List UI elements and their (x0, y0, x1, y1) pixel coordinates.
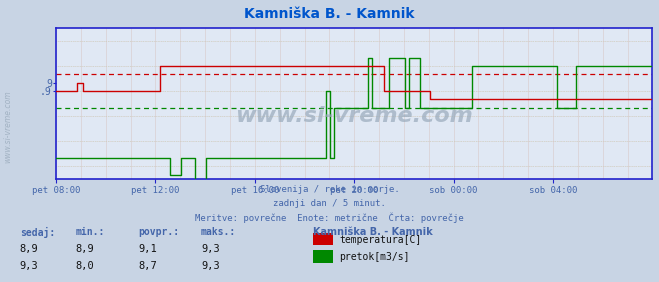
Text: maks.:: maks.: (201, 227, 236, 237)
Text: 9,3: 9,3 (201, 261, 219, 271)
Text: 8,0: 8,0 (76, 261, 94, 271)
Text: povpr.:: povpr.: (138, 227, 179, 237)
Text: 8,9: 8,9 (76, 244, 94, 254)
Text: zadnji dan / 5 minut.: zadnji dan / 5 minut. (273, 199, 386, 208)
Text: 9,3: 9,3 (201, 244, 219, 254)
Text: 9,1: 9,1 (138, 244, 157, 254)
Text: Kamniška B. - Kamnik: Kamniška B. - Kamnik (244, 7, 415, 21)
Text: Kamniška B. - Kamnik: Kamniška B. - Kamnik (313, 227, 433, 237)
Text: Meritve: povrečne  Enote: metrične  Črta: povrečje: Meritve: povrečne Enote: metrične Črta: … (195, 213, 464, 223)
Text: temperatura[C]: temperatura[C] (339, 235, 422, 245)
Text: min.:: min.: (76, 227, 105, 237)
Text: sedaj:: sedaj: (20, 227, 55, 238)
Text: 9,3: 9,3 (20, 261, 38, 271)
Text: Slovenija / reke in morje.: Slovenija / reke in morje. (260, 185, 399, 194)
Text: 8,7: 8,7 (138, 261, 157, 271)
Text: www.si-vreme.com: www.si-vreme.com (3, 91, 13, 163)
Text: pretok[m3/s]: pretok[m3/s] (339, 252, 410, 262)
Text: www.si-vreme.com: www.si-vreme.com (235, 106, 473, 126)
Text: 8,9: 8,9 (20, 244, 38, 254)
